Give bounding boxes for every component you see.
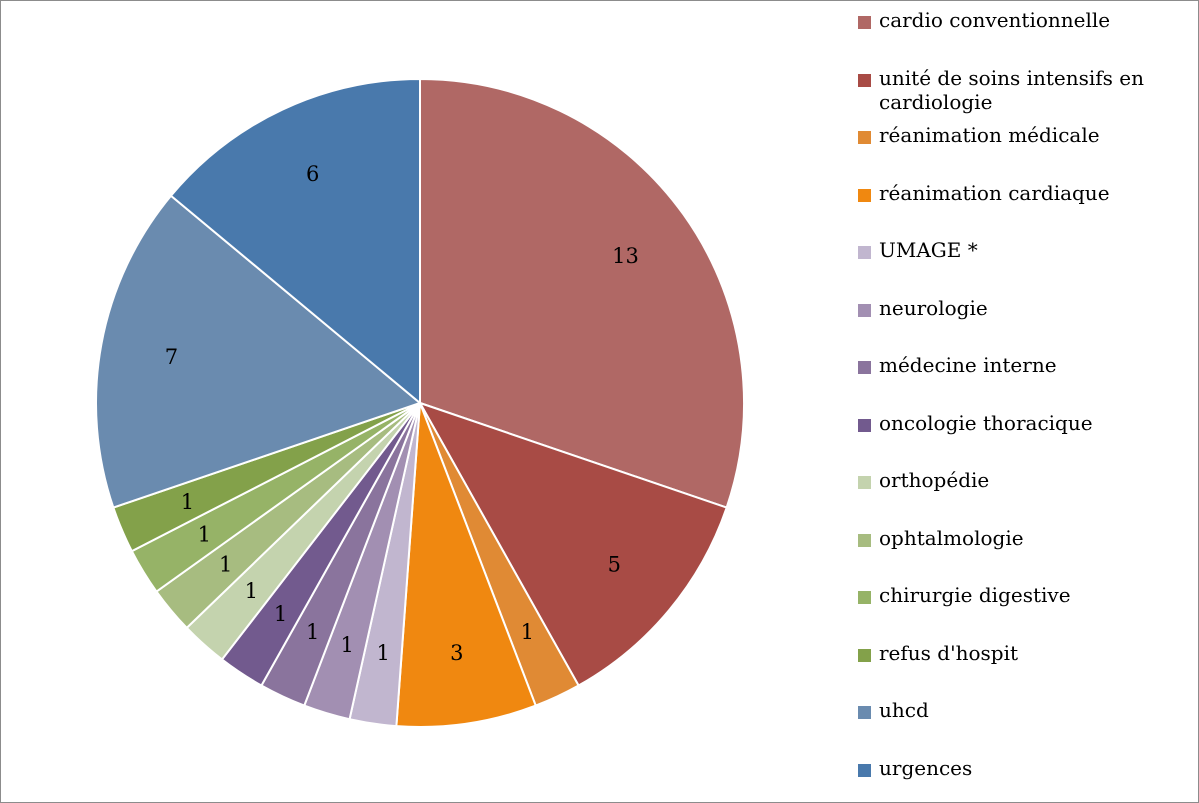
slice-value-label: 3: [450, 641, 463, 665]
slice-value-label: 1: [274, 602, 287, 626]
slice-value-label: 6: [306, 162, 319, 186]
legend-swatch: [858, 303, 871, 317]
slice-value-label: 13: [612, 244, 639, 268]
legend-label: urgences: [879, 755, 973, 780]
legend-swatch: [858, 763, 871, 777]
slice-value-label: 5: [608, 553, 621, 577]
slice-value-label: 1: [341, 633, 354, 657]
slice-value-label: 1: [521, 620, 534, 644]
legend-swatch: [858, 131, 871, 144]
legend-label: réanimation médicale: [879, 123, 1100, 147]
legend-swatch: [858, 188, 871, 202]
slice-value-label: 1: [181, 490, 194, 514]
pie-slice: [169, 77, 421, 406]
legend-label: refus d'hospit: [879, 640, 1019, 665]
slice-value-label: 1: [198, 523, 211, 547]
legend-label: cardio conventionnelle: [879, 8, 1111, 32]
legend-swatch: [858, 246, 871, 259]
slice-value-label: 7: [165, 345, 178, 369]
legend-label: chirurgie digestive: [879, 583, 1071, 607]
legend-label: ophtalmologie: [879, 525, 1024, 550]
legend-swatch: [858, 706, 871, 719]
legend-swatch: [858, 16, 871, 29]
legend-label: neurologie: [879, 295, 988, 320]
legend-label: unité de soins intensifs en cardiologie: [879, 65, 1145, 114]
legend-swatch: [858, 648, 871, 662]
pie-slice: [95, 194, 423, 509]
legend-swatch: [858, 533, 871, 547]
slice-value-label: 1: [219, 553, 232, 577]
pie-slice: [417, 401, 728, 687]
pie-slices: [95, 77, 745, 728]
legend-label: oncologie thoracique: [879, 410, 1093, 435]
legend-swatch: [858, 476, 871, 489]
legend-label: UMAGE *: [879, 238, 978, 262]
slice-value-label: 1: [245, 579, 258, 603]
legend-label: réanimation cardiaque: [879, 180, 1110, 205]
legend-label: médecine interne: [879, 353, 1057, 377]
legend-swatch: [858, 591, 871, 604]
legend-label: orthopédie: [879, 468, 990, 492]
legend-swatch: [858, 361, 871, 374]
pie-slice: [395, 402, 538, 728]
legend-label: uhcd: [879, 698, 929, 722]
slice-value-label: 1: [306, 620, 319, 644]
slice-value-label: 1: [377, 641, 390, 665]
legend-swatch: [858, 418, 871, 432]
pie-slice: [419, 77, 745, 509]
legend-swatch: [858, 73, 871, 87]
